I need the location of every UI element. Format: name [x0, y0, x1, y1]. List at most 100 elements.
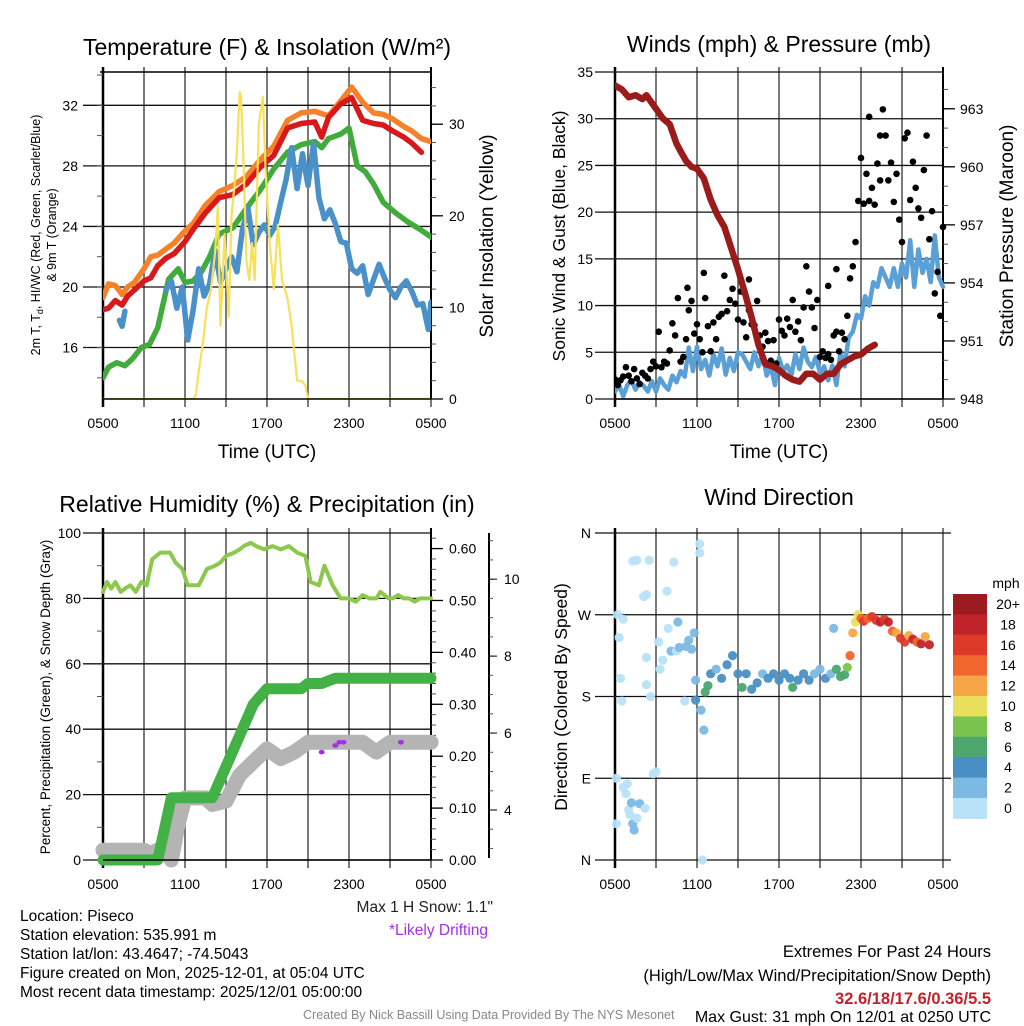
- y-tick-label: 40: [65, 721, 81, 737]
- direction-point: [611, 819, 621, 829]
- x-tick-label: 0500: [927, 415, 958, 431]
- gust-point: [813, 296, 821, 304]
- x-tick-label: 0500: [927, 876, 958, 892]
- gust-point: [893, 170, 900, 178]
- gust-point: [863, 170, 870, 178]
- x-tick-label: 0500: [415, 415, 446, 431]
- gust-point: [874, 160, 881, 167]
- direction-point: [641, 680, 652, 690]
- timestamp-label: Most recent data timestamp: 2025/12/01 0…: [20, 984, 363, 1001]
- direction-point: [916, 639, 926, 649]
- gust-point: [879, 106, 887, 113]
- x-tick-label: 1700: [251, 876, 282, 892]
- panel-3: Relative Humidity (%) & Precipitation (i…: [38, 491, 520, 892]
- drift-point: [336, 739, 343, 745]
- colorbar-label: 10: [1000, 698, 1016, 714]
- gust-point: [794, 318, 802, 325]
- gust-point: [742, 334, 750, 341]
- series-line-wind-chill: [163, 140, 431, 343]
- direction-point: [924, 640, 934, 650]
- gust-point: [726, 296, 734, 304]
- y2-tick-label: 0: [449, 391, 457, 407]
- gust-point: [816, 353, 824, 361]
- direction-point: [793, 675, 803, 685]
- drift-point: [332, 743, 339, 748]
- gust-point: [833, 265, 840, 273]
- elevation-label: Station elevation: 535.991 m: [20, 927, 217, 944]
- gust-point: [811, 324, 818, 332]
- gust-point: [841, 335, 848, 343]
- direction-point: [774, 675, 784, 685]
- gust-point: [652, 363, 660, 370]
- y-axis-label: Percent, Precipitation (Green), & Snow D…: [38, 540, 53, 854]
- gust-point: [909, 158, 917, 165]
- gust-point: [835, 348, 843, 355]
- direction-point: [629, 825, 639, 835]
- max-gust-label: Max Gust: 31 mph On 12/01 at 0250 UTC: [694, 1009, 991, 1026]
- location-label: Location: Piseco: [20, 908, 134, 925]
- direction-point: [691, 695, 701, 705]
- direction-point: [655, 664, 665, 674]
- gust-point: [895, 216, 903, 223]
- y2-tick-label: 951: [960, 333, 984, 349]
- direction-point: [651, 767, 661, 777]
- x-tick-label: 0500: [415, 876, 446, 892]
- y-tick-label: 16: [62, 340, 78, 356]
- direction-point: [645, 691, 656, 702]
- gust-point: [868, 184, 876, 192]
- gust-point: [712, 335, 720, 343]
- gust-point: [797, 336, 805, 344]
- x-tick-label: 2300: [333, 876, 364, 892]
- gust-point: [805, 288, 813, 295]
- direction-point: [799, 669, 809, 679]
- y-tick-label: 80: [65, 590, 81, 606]
- gust-point: [926, 235, 933, 243]
- y2-tick-label: 0.50: [449, 592, 476, 608]
- direction-point: [614, 632, 624, 643]
- colorbar-swatch: [953, 716, 987, 738]
- series-line-solar-insolation: [103, 91, 431, 399]
- gust-point: [628, 377, 635, 385]
- drift-point: [318, 749, 325, 755]
- colorbar-label: 12: [1000, 678, 1016, 694]
- gust-point: [827, 356, 835, 364]
- colorbar-title: mph: [992, 575, 1019, 591]
- direction-point: [831, 664, 842, 674]
- gust-point: [674, 294, 682, 302]
- gust-point: [710, 319, 717, 326]
- series-line-station-pressure: [615, 82, 878, 385]
- gust-point: [786, 323, 794, 331]
- gust-point: [857, 154, 865, 162]
- y2-tick-label: 957: [960, 217, 984, 233]
- extremes-title: Extremes For Past 24 Hours: [782, 943, 991, 961]
- colorbar-label: 20+: [996, 596, 1020, 612]
- extremes-values: 32.6/18/17.6/0.36/5.5: [835, 990, 991, 1008]
- series-line-precipitation: [97, 672, 437, 866]
- y-tick-label: 30: [577, 111, 593, 127]
- max-snow-label: Max 1 H Snow: 1.1": [356, 899, 493, 916]
- panel-4: Wind Direction 0500 1100 1700 2300 0500 N W S E N D…: [551, 484, 1020, 892]
- y2-tick-label: 30: [449, 116, 465, 132]
- direction-point: [711, 664, 721, 674]
- gust-point: [917, 214, 925, 222]
- y-tick-label: 0: [73, 852, 81, 868]
- drifting-label: *Likely Drifting: [388, 922, 488, 939]
- direction-point: [641, 590, 652, 600]
- direction-point: [644, 555, 654, 565]
- gust-point: [701, 294, 709, 302]
- series-line-sonic-wind: [615, 233, 946, 399]
- colorbar-swatch: [953, 614, 987, 636]
- x-tick-label: 2300: [333, 415, 364, 431]
- y-tick-label: S: [582, 689, 591, 705]
- direction-point: [717, 673, 727, 683]
- direction-point: [680, 696, 690, 706]
- y-tick-label: N: [581, 525, 591, 541]
- y2-tick-label: 963: [960, 101, 984, 117]
- direction-point: [640, 803, 650, 813]
- gust-point: [660, 0, 667, 3]
- y-axis-label: Direction (Colored By Speed): [551, 583, 571, 811]
- colorbar-label: 18: [1000, 616, 1016, 632]
- series-line-relative-humidity: [101, 540, 433, 604]
- y3-tick-label: 8: [504, 648, 512, 664]
- colorbar-label: 16: [1000, 637, 1016, 653]
